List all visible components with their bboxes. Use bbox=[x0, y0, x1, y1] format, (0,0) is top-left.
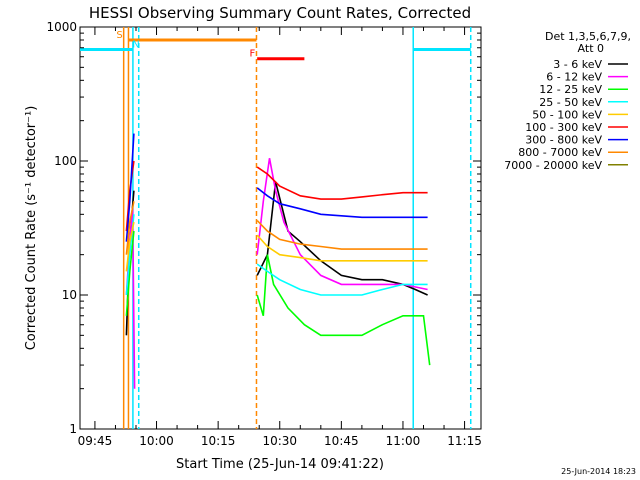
state-bar-label-3: F bbox=[249, 49, 255, 60]
series-line-6-0 bbox=[125, 133, 135, 242]
chart-title: HESSI Observing Summary Count Rates, Cor… bbox=[89, 4, 471, 22]
state-bar-label-1: N bbox=[132, 39, 139, 50]
y-tick-label-2: 100 bbox=[54, 154, 77, 168]
series-line-3-1 bbox=[256, 263, 428, 296]
series-line-5-1 bbox=[256, 166, 428, 200]
axes: 1 10 100 1000 09:45 10:00 10:15 10:30 10:45 11:00… bbox=[46, 20, 481, 448]
legend-label-0: 3 - 6 keV bbox=[553, 58, 602, 71]
x-tick-label-1: 10:00 bbox=[139, 434, 174, 448]
state-bar-label-0: S bbox=[116, 30, 122, 41]
series-line-7-1 bbox=[256, 219, 428, 250]
series-line-6-1 bbox=[256, 187, 428, 219]
x-tick-label-2: 10:15 bbox=[201, 434, 236, 448]
x-axis-label: Start Time (25-Jun-14 09:41:22) bbox=[176, 457, 384, 472]
series-line-4-0 bbox=[125, 221, 135, 272]
series-line-2-1 bbox=[256, 254, 431, 366]
series-line-4-1 bbox=[256, 234, 428, 262]
y-tick-label-3: 1000 bbox=[46, 20, 77, 34]
legend-label-2: 12 - 25 keV bbox=[539, 83, 602, 96]
legend-label-3: 25 - 50 keV bbox=[539, 96, 602, 109]
legend-label-1: 6 - 12 keV bbox=[546, 71, 602, 84]
y-tick-label-0: 1 bbox=[69, 422, 77, 436]
x-tick-label-4: 10:45 bbox=[324, 434, 359, 448]
series-line-2-0 bbox=[125, 231, 135, 316]
x-tick-label-0: 09:45 bbox=[78, 434, 113, 448]
plot-frame bbox=[79, 26, 482, 430]
legend-header-line2: Att 0 bbox=[578, 42, 604, 55]
legend-label-7: 800 - 7000 keV bbox=[518, 146, 602, 159]
y-tick-label-1: 10 bbox=[62, 288, 77, 302]
legend-label-4: 50 - 100 keV bbox=[532, 108, 602, 121]
plot-area: SN F bbox=[80, 27, 472, 429]
y-axis-label: Corrected Count Rate (s⁻¹ detector⁻¹) bbox=[24, 106, 39, 351]
timestamp: 25-Jun-2014 18:23 bbox=[561, 467, 636, 476]
x-tick-label-6: 11:15 bbox=[447, 434, 482, 448]
series-line-1-1 bbox=[256, 158, 428, 291]
legend-label-6: 300 - 800 keV bbox=[525, 134, 602, 147]
x-tick-label-3: 10:30 bbox=[262, 434, 297, 448]
legend-label-5: 100 - 300 keV bbox=[525, 121, 602, 134]
series-line-7-0 bbox=[125, 201, 135, 255]
x-tick-label-5: 11:00 bbox=[386, 434, 421, 448]
legend-header-line1: Det 1,3,5,6,7,9, bbox=[545, 30, 631, 43]
legend-label-8: 7000 - 20000 keV bbox=[504, 159, 602, 172]
